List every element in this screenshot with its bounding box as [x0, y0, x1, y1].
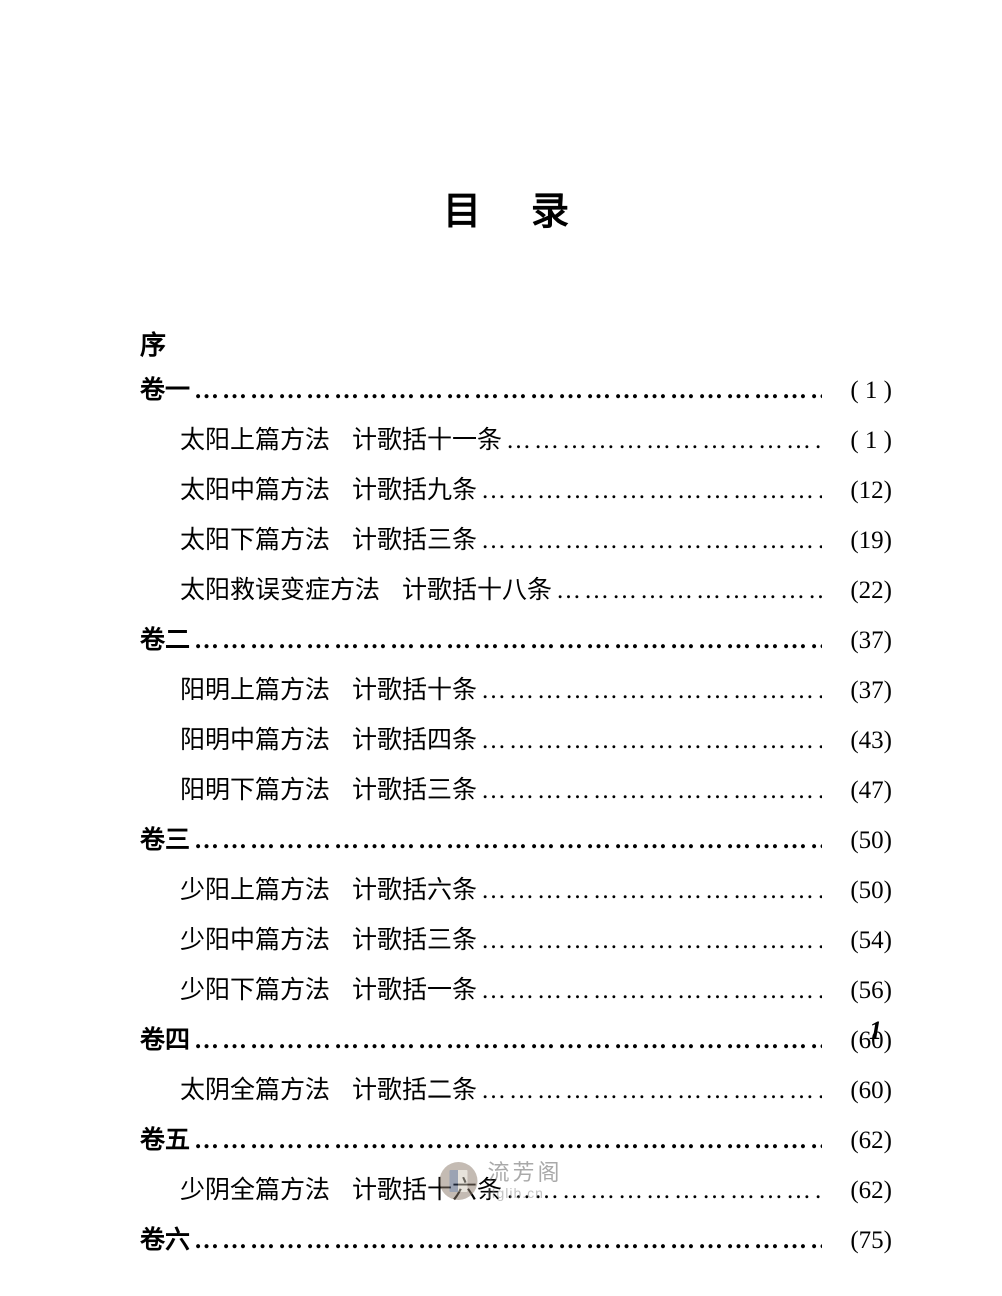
dot-leader: ………………………………………………………………………………………………	[552, 577, 822, 605]
entry-sublabel: 计歌括十一条	[352, 420, 502, 456]
entry-sublabel: 计歌括二条	[352, 1070, 477, 1106]
entry-line: 太阳中篇方法计歌括九条………………………………………………………………………………	[140, 470, 892, 506]
entry-sublabel: 计歌括十八条	[402, 570, 552, 606]
entry-line: 阳明下篇方法计歌括三条………………………………………………………………………………	[140, 770, 892, 806]
dot-leader: ………………………………………………………………………………………………	[477, 727, 822, 755]
volume-line: 卷五………………………………………………………………………………………………(6…	[140, 1120, 892, 1156]
entry-line: 少阳中篇方法计歌括三条………………………………………………………………………………	[140, 920, 892, 956]
page-container: 目录 序 卷一…………………………………………………………………………………………	[0, 0, 1002, 1296]
book-icon	[439, 1162, 477, 1200]
dot-leader: ………………………………………………………………………………………………	[190, 627, 822, 655]
volume-label: 卷四	[140, 1020, 190, 1056]
entry-line: 太阳救误变症方法计歌括十八条………………………………………………………………………	[140, 570, 892, 606]
entry-sublabel: 计歌括三条	[352, 770, 477, 806]
entry-line: 太阳上篇方法计歌括十一条……………………………………………………………………………	[140, 420, 892, 456]
volume-page: (62)	[822, 1127, 892, 1155]
entry-label: 少阳中篇方法	[180, 920, 330, 956]
entry-line: 阳明上篇方法计歌括十条………………………………………………………………………………	[140, 670, 892, 706]
dot-leader: ………………………………………………………………………………………………	[190, 377, 822, 405]
entry-label: 太阳救误变症方法	[180, 570, 380, 606]
volume-line: 卷四………………………………………………………………………………………………(6…	[140, 1020, 892, 1056]
entry-label: 少阳上篇方法	[180, 870, 330, 906]
dot-leader: ………………………………………………………………………………………………	[190, 827, 822, 855]
dot-leader: ………………………………………………………………………………………………	[477, 877, 822, 905]
volume-page: (50)	[822, 827, 892, 855]
volume-page: (75)	[822, 1227, 892, 1255]
entry-line: 太阴全篇方法计歌括二条………………………………………………………………………………	[140, 1070, 892, 1106]
dot-leader: ………………………………………………………………………………………………	[477, 477, 822, 505]
entry-page: (19)	[822, 527, 892, 555]
entry-sublabel: 计歌括九条	[352, 470, 477, 506]
dot-leader: ………………………………………………………………………………………………	[477, 1077, 822, 1105]
entry-page: (47)	[822, 777, 892, 805]
dot-leader: ………………………………………………………………………………………………	[477, 927, 822, 955]
entry-label: 阳明上篇方法	[180, 670, 330, 706]
entry-line: 少阳上篇方法计歌括六条………………………………………………………………………………	[140, 870, 892, 906]
entry-sublabel: 计歌括三条	[352, 520, 477, 556]
toc-container: 卷一………………………………………………………………………………………………( …	[140, 370, 892, 1256]
watermark-name: 流芳阁	[487, 1161, 562, 1185]
volume-label: 卷五	[140, 1120, 190, 1156]
dot-leader: ………………………………………………………………………………………………	[190, 1027, 822, 1055]
volume-line: 卷六………………………………………………………………………………………………(7…	[140, 1220, 892, 1256]
entry-label: 太阳下篇方法	[180, 520, 330, 556]
volume-line: 卷一………………………………………………………………………………………………( …	[140, 370, 892, 406]
entry-sublabel: 计歌括四条	[352, 720, 477, 756]
dot-leader: ………………………………………………………………………………………………	[190, 1127, 822, 1155]
entry-sublabel: 计歌括六条	[352, 870, 477, 906]
entry-page: (56)	[822, 977, 892, 1005]
entry-sublabel: 计歌括三条	[352, 920, 477, 956]
volume-label: 卷一	[140, 370, 190, 406]
entry-line: 少阳下篇方法计歌括一条………………………………………………………………………………	[140, 970, 892, 1006]
watermark-url: lfglib.cn	[487, 1186, 562, 1201]
volume-label: 卷三	[140, 820, 190, 856]
volume-page: (37)	[822, 627, 892, 655]
dot-leader: ………………………………………………………………………………………………	[477, 527, 822, 555]
dot-leader: ………………………………………………………………………………………………	[477, 777, 822, 805]
entry-page: (60)	[822, 1077, 892, 1105]
volume-page: ( 1 )	[822, 377, 892, 405]
dot-leader: ………………………………………………………………………………………………	[190, 1227, 822, 1255]
entry-page: (62)	[822, 1177, 892, 1205]
watermark: 流芳阁 lfglib.cn	[439, 1161, 562, 1201]
entry-page: (12)	[822, 477, 892, 505]
entry-label: 少阴全篇方法	[180, 1170, 330, 1206]
dot-leader: ………………………………………………………………………………………………	[502, 427, 822, 455]
watermark-text: 流芳阁 lfglib.cn	[487, 1161, 562, 1201]
entry-sublabel: 计歌括十条	[352, 670, 477, 706]
dot-leader: ………………………………………………………………………………………………	[477, 977, 822, 1005]
entry-page: (50)	[822, 877, 892, 905]
entry-label: 太阴全篇方法	[180, 1070, 330, 1106]
entry-label: 太阳上篇方法	[180, 420, 330, 456]
entry-sublabel: 计歌括一条	[352, 970, 477, 1006]
toc-title: 目录	[140, 180, 892, 235]
volume-label: 卷六	[140, 1220, 190, 1256]
volume-label: 卷二	[140, 620, 190, 656]
preface-label: 序	[140, 325, 892, 362]
entry-line: 阳明中篇方法计歌括四条………………………………………………………………………………	[140, 720, 892, 756]
entry-line: 太阳下篇方法计歌括三条………………………………………………………………………………	[140, 520, 892, 556]
entry-label: 阳明下篇方法	[180, 770, 330, 806]
entry-page: (37)	[822, 677, 892, 705]
entry-page: (22)	[822, 577, 892, 605]
entry-label: 阳明中篇方法	[180, 720, 330, 756]
page-number: 1	[869, 1016, 882, 1046]
volume-line: 卷二………………………………………………………………………………………………(3…	[140, 620, 892, 656]
entry-page: ( 1 )	[822, 427, 892, 455]
dot-leader: ………………………………………………………………………………………………	[477, 677, 822, 705]
entry-page: (54)	[822, 927, 892, 955]
entry-label: 少阳下篇方法	[180, 970, 330, 1006]
book-icon-inner	[449, 1170, 467, 1192]
volume-line: 卷三………………………………………………………………………………………………(5…	[140, 820, 892, 856]
entry-label: 太阳中篇方法	[180, 470, 330, 506]
entry-page: (43)	[822, 727, 892, 755]
